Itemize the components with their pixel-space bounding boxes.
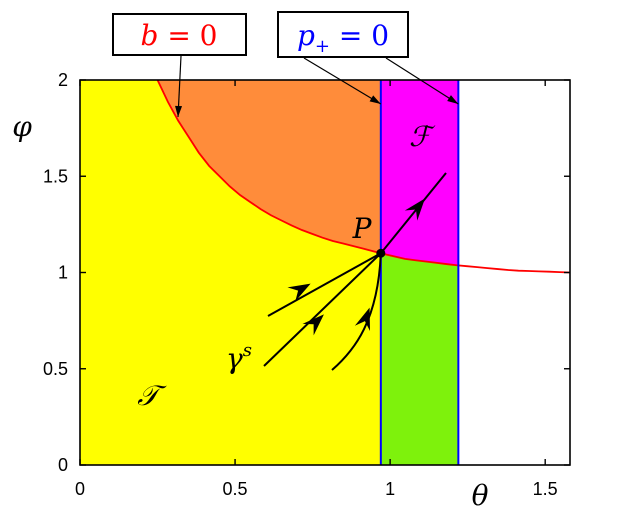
x-tick-label: 1 bbox=[385, 479, 395, 499]
y-tick-label: 1 bbox=[58, 263, 68, 283]
b-zero-pointer-head bbox=[175, 105, 183, 117]
p-plus-zero-legend-box bbox=[277, 11, 409, 58]
p-plus-rhs: = 0 bbox=[330, 19, 389, 52]
b-zero-legend-text: b = 0 bbox=[140, 19, 217, 52]
trajectory-unstable-arrow bbox=[404, 198, 425, 221]
b-zero-lhs: b bbox=[140, 19, 158, 52]
trajectory-curved bbox=[331, 253, 382, 371]
p-plus-sub: + bbox=[315, 36, 330, 57]
b-zero-rhs: = 0 bbox=[158, 19, 217, 52]
y-tick-label: 0.5 bbox=[43, 359, 68, 379]
x-tick-label: 0 bbox=[75, 479, 85, 499]
point-p-label: P bbox=[352, 212, 373, 245]
p-plus-pointer-left-head bbox=[369, 95, 381, 104]
x-tick-label: 1.5 bbox=[533, 479, 558, 499]
region-green-fill bbox=[380, 253, 459, 465]
y-tick-label: 1.5 bbox=[43, 166, 68, 186]
trajectory-curved-arrow bbox=[354, 307, 370, 332]
b-zero-curve bbox=[156, 80, 570, 274]
gamma-s-label: γs bbox=[226, 340, 252, 375]
region-f-fill bbox=[380, 80, 459, 266]
x-tick-label: 0.5 bbox=[223, 479, 248, 499]
trajectory-gamma-s-arrow bbox=[302, 314, 324, 336]
p-plus-lhs: p bbox=[297, 19, 315, 52]
y-axis-label: φ bbox=[12, 110, 32, 143]
region-t-fill bbox=[80, 80, 381, 465]
b-zero-legend-box bbox=[112, 13, 247, 56]
y-tick-label: 0 bbox=[58, 455, 68, 475]
point-p-marker bbox=[376, 248, 386, 258]
p-plus-zero-legend-text: p+ = 0 bbox=[297, 19, 389, 57]
trajectory-unstable bbox=[380, 172, 447, 254]
y-tick-label: 2 bbox=[58, 70, 68, 90]
p-plus-pointer-right-head bbox=[447, 95, 459, 104]
trajectory-upper-arrow bbox=[287, 283, 311, 302]
p-plus-pointer-right bbox=[385, 57, 459, 105]
trajectory-upper bbox=[267, 252, 382, 317]
gamma-s-sup: s bbox=[243, 340, 252, 361]
trajectory-gamma-s bbox=[263, 252, 382, 367]
x-axis-label: θ bbox=[472, 479, 489, 512]
region-orange-fill bbox=[157, 80, 381, 254]
p-plus-pointer-left bbox=[303, 57, 382, 105]
gamma-s-base: γ bbox=[226, 342, 243, 375]
